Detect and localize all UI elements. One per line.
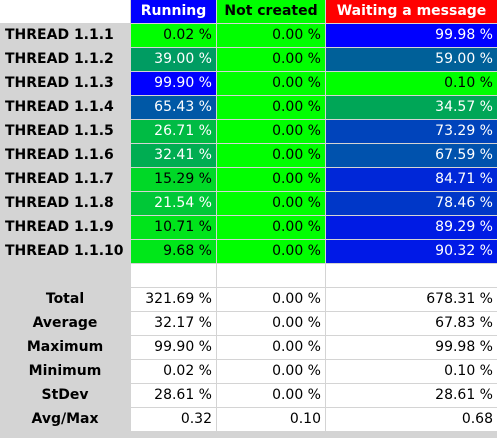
- stat-not-created[interactable]: 0.10: [217, 408, 325, 431]
- not-created-cell[interactable]: 0.00 %: [217, 240, 325, 263]
- not-created-cell[interactable]: 0.00 %: [217, 24, 325, 47]
- thread-row-label[interactable]: THREAD 1.1.1: [0, 24, 130, 47]
- stat-not-created[interactable]: 0.00 %: [217, 312, 325, 335]
- stat-label[interactable]: Average: [0, 312, 130, 335]
- not-created-cell[interactable]: 0.00 %: [217, 216, 325, 239]
- thread-row-label[interactable]: THREAD 1.1.9: [0, 216, 130, 239]
- stat-not-created[interactable]: 0.00 %: [217, 360, 325, 383]
- stat-running[interactable]: 28.61 %: [131, 384, 216, 407]
- stat-label[interactable]: Avg/Max: [0, 408, 130, 431]
- waiting-cell[interactable]: 73.29 %: [326, 120, 497, 143]
- running-cell[interactable]: 15.29 %: [131, 168, 216, 191]
- stat-not-created[interactable]: 0.00 %: [217, 336, 325, 359]
- not-created-cell[interactable]: 0.00 %: [217, 72, 325, 95]
- stat-not-created[interactable]: 0.00 %: [217, 384, 325, 407]
- not-created-cell[interactable]: 0.00 %: [217, 192, 325, 215]
- spacer-label: [0, 264, 130, 287]
- stat-running[interactable]: 0.02 %: [131, 360, 216, 383]
- running-cell[interactable]: 0.02 %: [131, 24, 216, 47]
- stat-label[interactable]: StDev: [0, 384, 130, 407]
- stat-waiting[interactable]: 0.68: [326, 408, 497, 431]
- stat-label[interactable]: Total: [0, 288, 130, 311]
- waiting-cell[interactable]: 0.10 %: [326, 72, 497, 95]
- thread-row-label[interactable]: THREAD 1.1.10: [0, 240, 130, 263]
- thread-row-label[interactable]: THREAD 1.1.6: [0, 144, 130, 167]
- header-waiting-message[interactable]: Waiting a message: [326, 0, 497, 23]
- stat-waiting[interactable]: 678.31 %: [326, 288, 497, 311]
- running-cell[interactable]: 99.90 %: [131, 72, 216, 95]
- thread-row-label[interactable]: THREAD 1.1.4: [0, 96, 130, 119]
- stat-waiting[interactable]: 99.98 %: [326, 336, 497, 359]
- not-created-cell[interactable]: 0.00 %: [217, 168, 325, 191]
- thread-row-label[interactable]: THREAD 1.1.7: [0, 168, 130, 191]
- stat-waiting[interactable]: 67.83 %: [326, 312, 497, 335]
- waiting-cell[interactable]: 90.32 %: [326, 240, 497, 263]
- running-cell[interactable]: 26.71 %: [131, 120, 216, 143]
- running-cell[interactable]: 10.71 %: [131, 216, 216, 239]
- waiting-cell[interactable]: 84.71 %: [326, 168, 497, 191]
- stat-waiting[interactable]: 28.61 %: [326, 384, 497, 407]
- spacer-cell: [326, 264, 497, 287]
- running-cell[interactable]: 9.68 %: [131, 240, 216, 263]
- waiting-cell[interactable]: 59.00 %: [326, 48, 497, 71]
- stat-running[interactable]: 32.17 %: [131, 312, 216, 335]
- running-cell[interactable]: 39.00 %: [131, 48, 216, 71]
- stat-running[interactable]: 321.69 %: [131, 288, 216, 311]
- stat-waiting[interactable]: 0.10 %: [326, 360, 497, 383]
- thread-row-label[interactable]: THREAD 1.1.5: [0, 120, 130, 143]
- not-created-cell[interactable]: 0.00 %: [217, 96, 325, 119]
- header-running[interactable]: Running: [131, 0, 216, 23]
- waiting-cell[interactable]: 99.98 %: [326, 24, 497, 47]
- running-cell[interactable]: 65.43 %: [131, 96, 216, 119]
- header-corner: [0, 0, 130, 23]
- header-not-created[interactable]: Not created: [217, 0, 325, 23]
- not-created-cell[interactable]: 0.00 %: [217, 120, 325, 143]
- waiting-cell[interactable]: 67.59 %: [326, 144, 497, 167]
- thread-row-label[interactable]: THREAD 1.1.2: [0, 48, 130, 71]
- stat-running[interactable]: 99.90 %: [131, 336, 216, 359]
- not-created-cell[interactable]: 0.00 %: [217, 144, 325, 167]
- waiting-cell[interactable]: 78.46 %: [326, 192, 497, 215]
- running-cell[interactable]: 21.54 %: [131, 192, 216, 215]
- spacer-cell: [217, 264, 325, 287]
- stat-running[interactable]: 0.32: [131, 408, 216, 431]
- waiting-cell[interactable]: 34.57 %: [326, 96, 497, 119]
- running-cell[interactable]: 32.41 %: [131, 144, 216, 167]
- stat-label[interactable]: Maximum: [0, 336, 130, 359]
- thread-row-label[interactable]: THREAD 1.1.8: [0, 192, 130, 215]
- stat-label[interactable]: Minimum: [0, 360, 130, 383]
- spacer-cell: [131, 264, 216, 287]
- waiting-cell[interactable]: 89.29 %: [326, 216, 497, 239]
- thread-row-label[interactable]: THREAD 1.1.3: [0, 72, 130, 95]
- not-created-cell[interactable]: 0.00 %: [217, 48, 325, 71]
- stat-not-created[interactable]: 0.00 %: [217, 288, 325, 311]
